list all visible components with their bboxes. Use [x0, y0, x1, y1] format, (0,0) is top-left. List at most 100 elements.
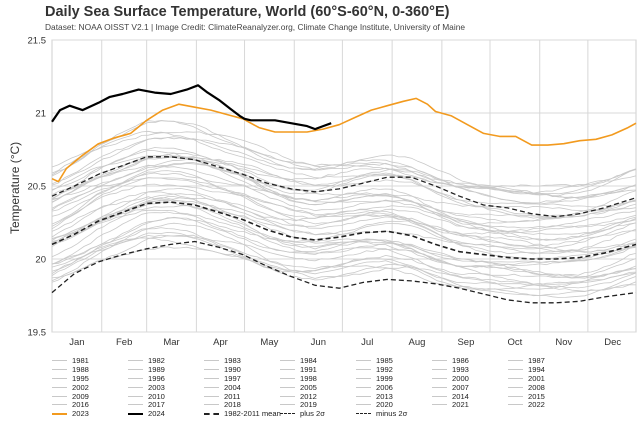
legend-item: minus 2σ: [356, 409, 432, 418]
series-line-plus-2-: [51, 156, 637, 218]
legend-item: 2011: [204, 392, 280, 401]
legend-label: 2002: [72, 382, 89, 392]
legend-swatch: [52, 404, 67, 406]
legend-label: 1982: [148, 355, 165, 365]
legend-item: 2023: [52, 409, 128, 418]
legend-swatch: [508, 359, 523, 361]
legend-swatch: [280, 359, 295, 361]
legend-row: 2009 2010 2011 2012 2013 2014 2015: [52, 392, 637, 401]
legend-swatch: [128, 395, 143, 397]
x-tick-label: Nov: [555, 337, 572, 348]
legend-item: 1982-2011 mean: [204, 409, 281, 419]
series-line-background-year: [51, 162, 637, 233]
legend-label: 1992: [376, 364, 393, 374]
legend-label: 2003: [148, 382, 165, 392]
legend-label: 2009: [72, 391, 89, 401]
legend-label: minus 2σ: [376, 409, 408, 419]
legend-label: 2016: [72, 400, 89, 410]
legend-swatch: [128, 368, 143, 370]
legend-item: 1994: [508, 365, 584, 374]
x-tick-label: Feb: [116, 337, 132, 348]
legend-label: 1995: [72, 373, 89, 383]
series-line-background-year: [51, 177, 637, 232]
legend-item: 2018: [204, 400, 280, 409]
x-tick-label: Aug: [409, 337, 426, 348]
legend-label: 2000: [452, 373, 469, 383]
legend-swatch: [432, 377, 447, 379]
legend-swatch: [204, 368, 219, 370]
legend-label: 2008: [528, 382, 545, 392]
legend-swatch: [52, 412, 67, 415]
legend-item: 1991: [280, 365, 356, 374]
series-line-background-year: [51, 193, 637, 253]
legend-swatch: [280, 368, 295, 370]
legend-item: 1990: [204, 365, 280, 374]
legend-row: 2023 2024 1982-2011 mean plus 2σ minus 2σ: [52, 409, 637, 418]
legend-label: 2024: [148, 409, 165, 419]
y-tick-label: 21: [35, 109, 46, 120]
legend-label: 1985: [376, 355, 393, 365]
legend-label: 1987: [528, 355, 545, 365]
legend-swatch: [52, 377, 67, 379]
legend-item: 2017: [128, 400, 204, 409]
legend-label: 2010: [148, 391, 165, 401]
legend-swatch: [204, 386, 219, 388]
series-line-background-year: [51, 199, 637, 263]
legend-label: 2015: [528, 391, 545, 401]
legend-item: 2015: [508, 392, 584, 401]
series-line-background-year: [51, 211, 637, 279]
legend-item: 2002: [52, 383, 128, 392]
legend-swatch: [52, 359, 67, 361]
legend-row: 1981 1982 1983 1984 1985 1986 1987: [52, 356, 637, 365]
legend-label: 1994: [528, 364, 545, 374]
legend-swatch: [432, 404, 447, 406]
x-tick-label: Jul: [361, 337, 373, 348]
series-line-background-year: [51, 149, 637, 218]
x-tick-label: Dec: [604, 337, 621, 348]
legend-item: 2001: [508, 374, 584, 383]
legend-row: 1995 1996 1997 1998 1999 2000 2001: [52, 374, 637, 383]
legend-label: 2018: [224, 400, 241, 410]
series-line-background-year: [51, 231, 637, 279]
legend-swatch: [128, 412, 143, 415]
legend-swatch: [204, 359, 219, 361]
legend-label: 2001: [528, 373, 545, 383]
series-line-minus-2-: [51, 240, 637, 304]
legend-swatch: [128, 386, 143, 388]
legend-item: 2024: [128, 409, 204, 418]
legend-swatch: [280, 377, 295, 379]
legend-swatch: [128, 404, 143, 406]
series-line-background-year: [51, 172, 637, 241]
legend-item: 2020: [356, 400, 432, 409]
legend-item: 2021: [432, 400, 508, 409]
legend-label: 1983: [224, 355, 241, 365]
series-line-background-year: [51, 164, 637, 223]
legend-swatch: [508, 386, 523, 388]
x-tick-label: Apr: [213, 337, 228, 348]
series-line-background-year: [51, 234, 637, 286]
legend-item: 2006: [356, 383, 432, 392]
legend-item: 1988: [52, 365, 128, 374]
legend-item: 1995: [52, 374, 128, 383]
legend-swatch: [356, 404, 371, 406]
legend-label: 2017: [148, 400, 165, 410]
legend-label: 1999: [376, 373, 393, 383]
series-line-2023: [51, 97, 637, 183]
legend-label: 1997: [224, 373, 241, 383]
legend-item: 2005: [280, 383, 356, 392]
series-line-background-year: [51, 137, 637, 205]
series-line-background-year: [51, 170, 637, 235]
chart-subtitle: Dataset: NOAA OISST V2.1 | Image Credit:…: [45, 22, 466, 32]
legend-label: 1993: [452, 364, 469, 374]
legend-item: 2014: [432, 392, 508, 401]
legend-item: 1987: [508, 356, 584, 365]
series-line-background-year: [51, 227, 637, 298]
legend-label: 2023: [72, 409, 89, 419]
legend-swatch: [432, 368, 447, 370]
legend-label: 1982-2011 mean: [224, 409, 281, 419]
legend-item: 1989: [128, 365, 204, 374]
series-layer: [51, 84, 637, 304]
series-line-background-year: [51, 216, 637, 289]
legend-swatch: [508, 395, 523, 397]
legend-label: 1981: [72, 355, 89, 365]
